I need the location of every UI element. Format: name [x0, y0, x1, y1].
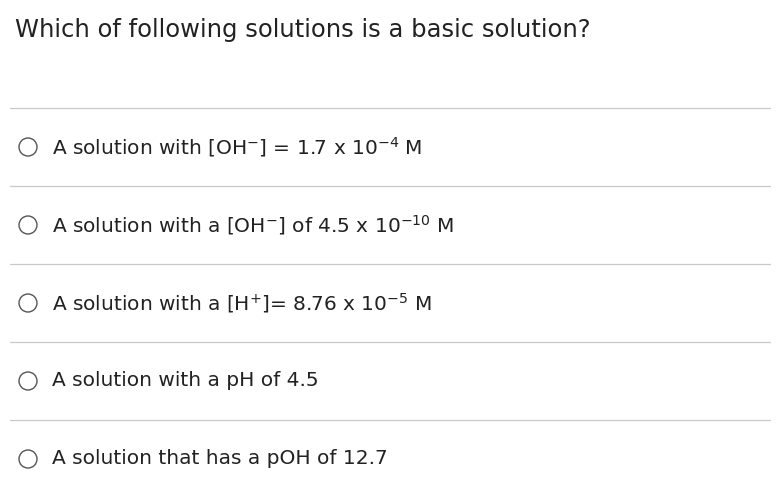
Circle shape: [19, 450, 37, 468]
Text: A solution with $\mathregular{[OH^{-}]}$ = 1.7 x $\mathregular{10^{-4}}$ M: A solution with $\mathregular{[OH^{-}]}$…: [52, 135, 422, 159]
Circle shape: [19, 216, 37, 234]
Circle shape: [19, 294, 37, 312]
Text: A solution with a pH of 4.5: A solution with a pH of 4.5: [52, 372, 318, 390]
Text: A solution with a $\mathregular{[OH^{-}]}$ of 4.5 x $\mathregular{10^{-10}}$ M: A solution with a $\mathregular{[OH^{-}]…: [52, 213, 454, 237]
Text: Which of following solutions is a basic solution?: Which of following solutions is a basic …: [15, 18, 590, 42]
Text: A solution with a $\mathregular{[H^{+}]}$= 8.76 x $\mathregular{10^{-5}}$ M: A solution with a $\mathregular{[H^{+}]}…: [52, 291, 431, 315]
Circle shape: [19, 372, 37, 390]
Circle shape: [19, 138, 37, 156]
Text: A solution that has a pOH of 12.7: A solution that has a pOH of 12.7: [52, 449, 388, 469]
